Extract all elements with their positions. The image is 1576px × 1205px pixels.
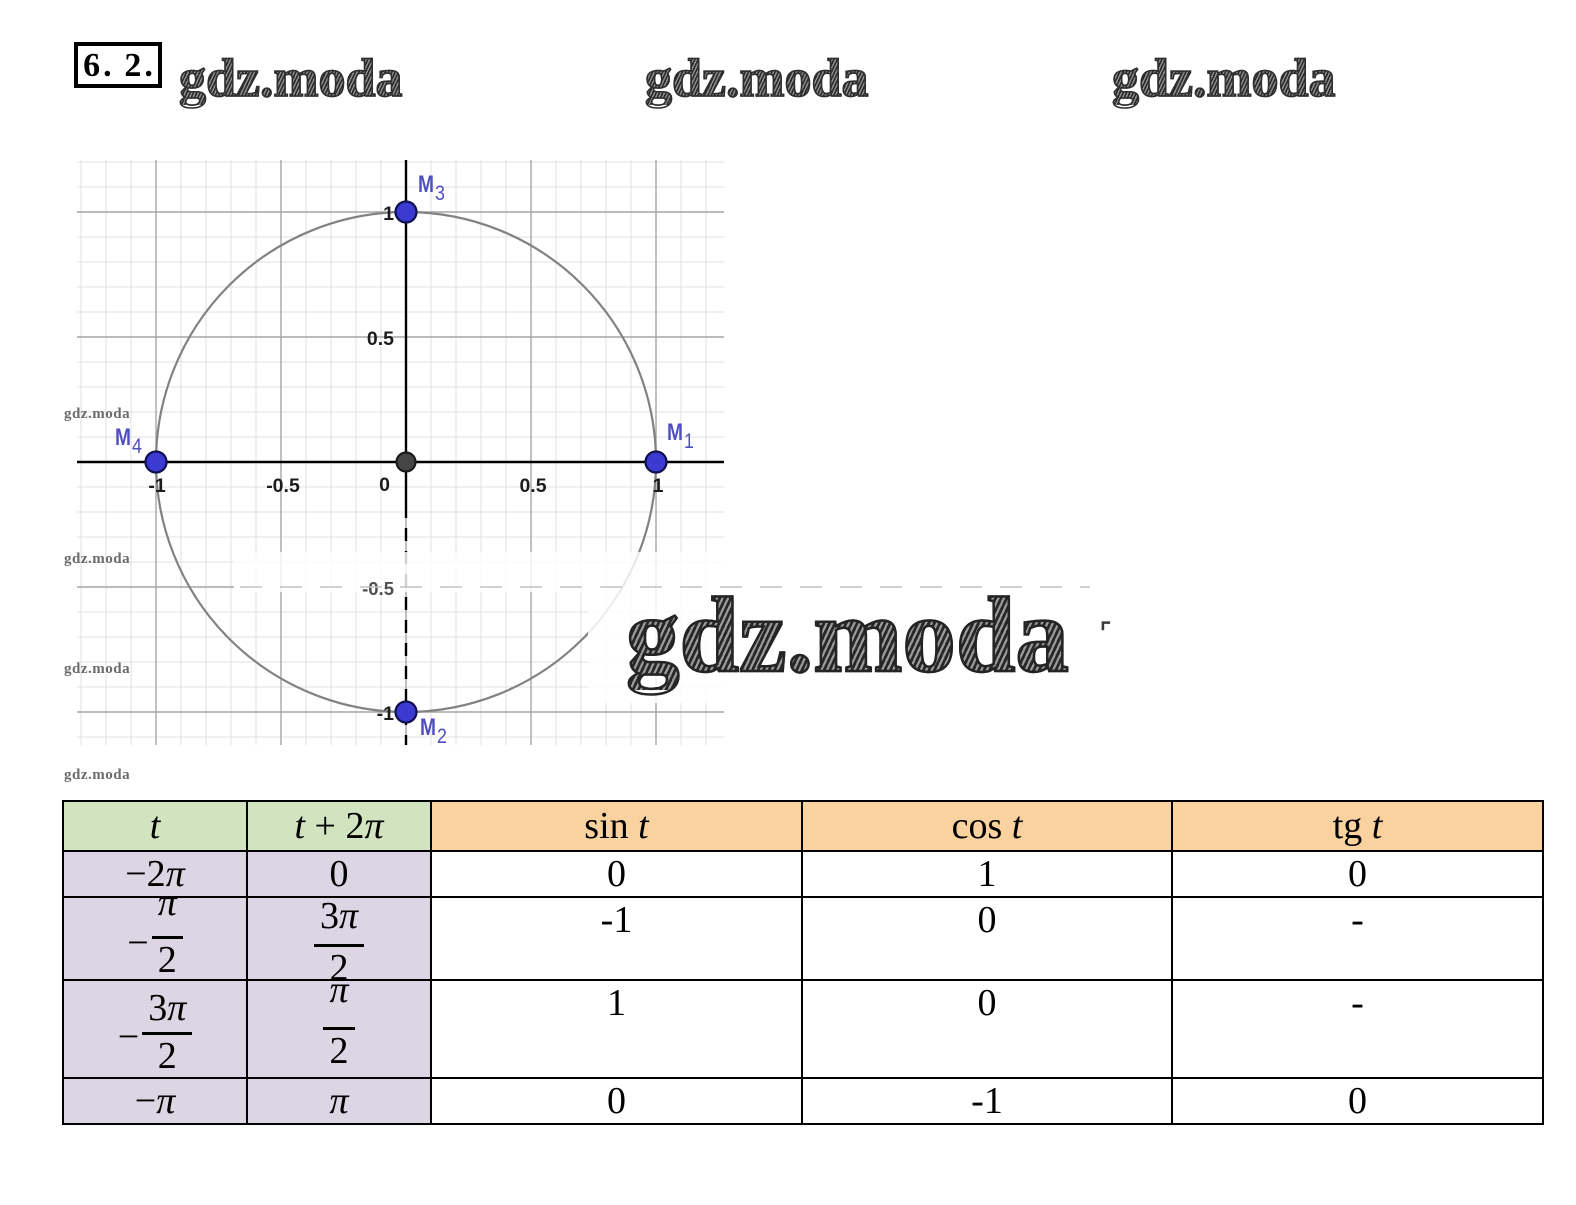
svg-text:-0.5: -0.5 <box>362 578 394 599</box>
svg-text:0.5: 0.5 <box>519 475 546 497</box>
svg-text:1: 1 <box>684 430 694 454</box>
svg-text:-1: -1 <box>377 703 394 725</box>
svg-text:1: 1 <box>653 475 664 497</box>
svg-text:0: 0 <box>379 474 390 496</box>
svg-text:M: M <box>667 418 683 446</box>
svg-text:M: M <box>115 423 131 451</box>
svg-text:3: 3 <box>435 182 445 206</box>
svg-text:-0.5: -0.5 <box>266 475 300 497</box>
svg-text:M: M <box>418 170 434 198</box>
svg-text:-1: -1 <box>148 475 165 497</box>
svg-text:1: 1 <box>383 203 394 225</box>
svg-text:4: 4 <box>132 435 142 459</box>
svg-text:0.5: 0.5 <box>367 328 394 350</box>
svg-text:⌜: ⌜ <box>1100 620 1111 646</box>
svg-text:2: 2 <box>437 725 447 749</box>
svg-text:M: M <box>420 713 436 741</box>
